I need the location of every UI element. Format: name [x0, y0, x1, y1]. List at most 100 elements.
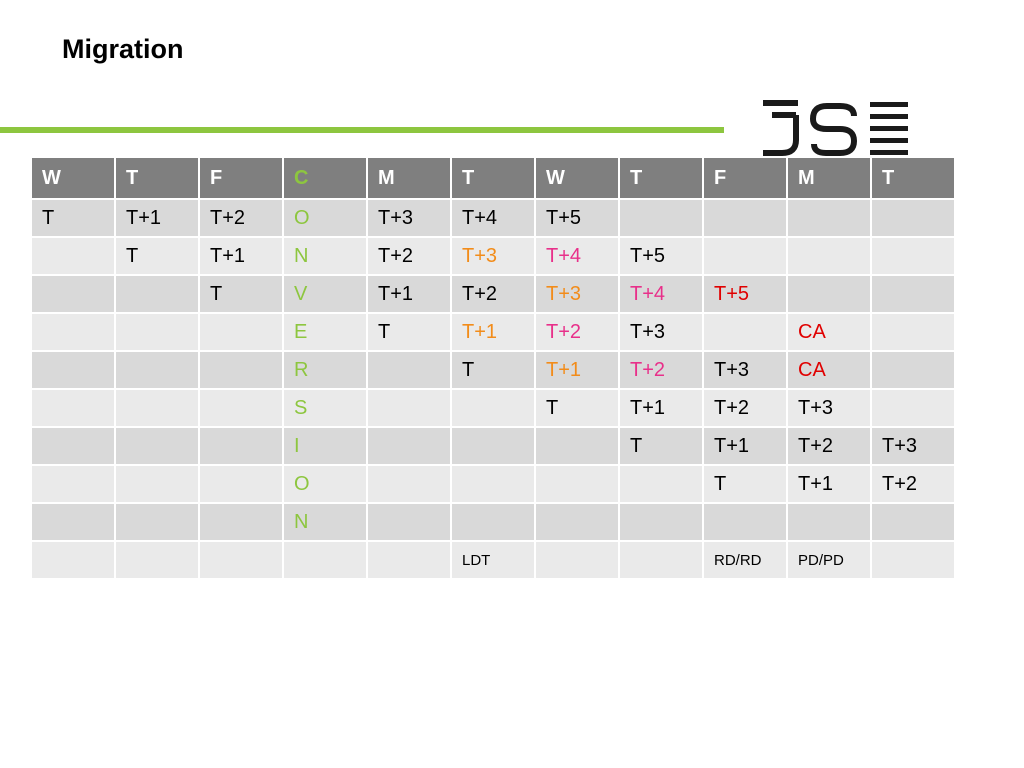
table-row: T T+1 N T+2 T+3 T+4 T+5 [30, 236, 956, 276]
table-cell: R [282, 350, 368, 390]
table-cell [702, 198, 788, 238]
table-cell: E [282, 312, 368, 352]
table-cell: N [282, 502, 368, 542]
table-cell [870, 236, 956, 276]
table-cell [114, 388, 200, 428]
table-cell [30, 388, 116, 428]
table-cell: T [366, 312, 452, 352]
column-header: F [702, 156, 788, 200]
table-cell [870, 502, 956, 542]
table-cell [534, 540, 620, 580]
table-row: LDT RD/RD PD/PD [30, 540, 956, 580]
table-cell: T+3 [702, 350, 788, 390]
table-row: S T T+1 T+2 T+3 [30, 388, 956, 428]
table-row: N [30, 502, 956, 542]
table-cell [702, 236, 788, 276]
table-cell: T+4 [534, 236, 620, 276]
table-cell [30, 540, 116, 580]
table-cell [786, 502, 872, 542]
table-cell [366, 426, 452, 466]
table-cell: T [198, 274, 284, 314]
table-row: T V T+1 T+2 T+3 T+4 T+5 [30, 274, 956, 314]
table-cell: LDT [450, 540, 536, 580]
table-cell: T+5 [618, 236, 704, 276]
column-header: W [30, 156, 116, 200]
table-cell [30, 464, 116, 504]
column-header: T [450, 156, 536, 200]
table-cell: T+1 [702, 426, 788, 466]
column-header: W [534, 156, 620, 200]
table-cell [618, 464, 704, 504]
table-cell [30, 350, 116, 390]
table-cell [618, 198, 704, 238]
table-cell [114, 502, 200, 542]
table-cell: T+5 [534, 198, 620, 238]
table-cell [198, 540, 284, 580]
table-cell: T [534, 388, 620, 428]
table-cell [786, 236, 872, 276]
table-cell: O [282, 464, 368, 504]
table-cell: T [114, 236, 200, 276]
table-cell: CA [786, 312, 872, 352]
table-cell [198, 350, 284, 390]
table-cell [198, 312, 284, 352]
table-cell: T+2 [534, 312, 620, 352]
table-cell [786, 198, 872, 238]
table-cell [366, 388, 452, 428]
table-cell: T+3 [534, 274, 620, 314]
table-cell: T+3 [618, 312, 704, 352]
table-cell: N [282, 236, 368, 276]
table-cell: T+1 [366, 274, 452, 314]
table-cell [534, 426, 620, 466]
table-cell [870, 388, 956, 428]
table-row: I T T+1 T+2 T+3 [30, 426, 956, 466]
table-cell [366, 464, 452, 504]
table-cell [198, 426, 284, 466]
table-cell: S [282, 388, 368, 428]
table-cell [114, 426, 200, 466]
table-cell: T [30, 198, 116, 238]
table-cell: T+2 [870, 464, 956, 504]
table-cell: T+1 [534, 350, 620, 390]
table-cell: T [618, 426, 704, 466]
table-cell [450, 464, 536, 504]
table-cell [870, 274, 956, 314]
table-cell [198, 464, 284, 504]
jse-logo [763, 100, 908, 156]
table-cell: T+3 [786, 388, 872, 428]
column-header: T [114, 156, 200, 200]
table-cell [618, 502, 704, 542]
table-cell: T+2 [366, 236, 452, 276]
table-cell: T+2 [618, 350, 704, 390]
column-header: C [282, 156, 368, 200]
column-header: F [198, 156, 284, 200]
column-header: M [366, 156, 452, 200]
table-cell: V [282, 274, 368, 314]
table-cell: CA [786, 350, 872, 390]
table-cell [30, 312, 116, 352]
table-cell: T+4 [450, 198, 536, 238]
table-cell [534, 502, 620, 542]
table-cell [114, 464, 200, 504]
table-cell [870, 540, 956, 580]
page-title: Migration [62, 34, 184, 64]
column-header: M [786, 156, 872, 200]
table-cell [870, 312, 956, 352]
table-cell: PD/PD [786, 540, 872, 580]
table-cell: T+2 [450, 274, 536, 314]
table-cell [282, 540, 368, 580]
table-cell [870, 198, 956, 238]
table-cell [702, 502, 788, 542]
table-row: O T T+1 T+2 [30, 464, 956, 504]
table-cell [30, 236, 116, 276]
table-cell: T+1 [618, 388, 704, 428]
table-cell: T+1 [450, 312, 536, 352]
table-cell: O [282, 198, 368, 238]
table-cell: T+2 [702, 388, 788, 428]
table-cell [198, 388, 284, 428]
table-cell [450, 388, 536, 428]
table-cell: T+2 [198, 198, 284, 238]
table-cell [366, 540, 452, 580]
table-cell [870, 350, 956, 390]
